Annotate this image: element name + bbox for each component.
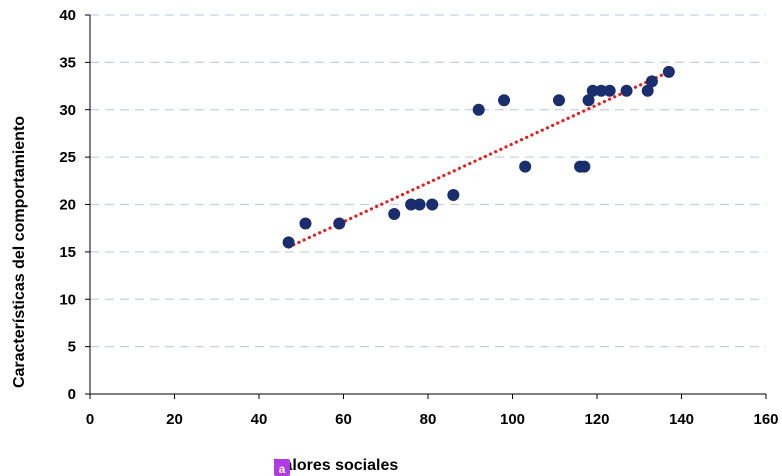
y-tick-label: 15 (59, 244, 76, 261)
data-point (333, 217, 346, 230)
y-tick-label: 0 (68, 386, 76, 403)
x-tick-label: 140 (669, 411, 694, 428)
y-tick-label: 10 (59, 291, 76, 308)
data-point (552, 94, 565, 107)
x-tick-label: 80 (420, 411, 437, 428)
badge-label: a (279, 462, 286, 476)
data-point (413, 198, 426, 211)
data-point (405, 198, 418, 211)
data-point (662, 65, 675, 78)
x-tick-label: 40 (251, 411, 268, 428)
y-tick-label: 5 (68, 339, 76, 356)
tick-labels: 0 5 10 15 20 25 30 35 40 0 20 40 60 80 100 120 140 160 (59, 7, 778, 428)
y-tick-label: 40 (59, 7, 76, 24)
data-points (282, 65, 675, 249)
data-point (282, 236, 295, 249)
y-axis-title: Características del comportamiento (11, 116, 28, 388)
data-point (447, 189, 460, 202)
y-tick-label: 25 (59, 149, 76, 166)
y-tick-label: 20 (59, 197, 76, 214)
data-point (299, 217, 312, 230)
badge-background (274, 459, 290, 476)
data-point (620, 84, 633, 97)
data-point (645, 75, 658, 88)
annotation-badge: a (274, 459, 290, 476)
data-point (595, 84, 608, 97)
trendline-group (286, 70, 671, 249)
data-point (388, 207, 401, 220)
x-tick-label: 120 (584, 411, 609, 428)
trendline (286, 70, 671, 249)
data-point (498, 94, 511, 107)
data-point (472, 103, 485, 116)
data-point (519, 160, 532, 173)
data-point (426, 198, 439, 211)
x-tick-label: 20 (166, 411, 183, 428)
x-tick-label: 160 (753, 411, 778, 428)
data-point (582, 94, 595, 107)
x-axis-title: Valores sociales (274, 457, 399, 474)
x-tick-label: 0 (86, 411, 94, 428)
x-tick-label: 60 (335, 411, 352, 428)
data-point (603, 84, 616, 97)
y-tick-label: 30 (59, 102, 76, 119)
data-point (641, 84, 654, 97)
y-tick-label: 35 (59, 54, 76, 71)
x-tick-label: 100 (500, 411, 525, 428)
data-point (586, 84, 599, 97)
gridlines (90, 14, 766, 348)
axes (85, 14, 767, 399)
data-point (578, 160, 591, 173)
